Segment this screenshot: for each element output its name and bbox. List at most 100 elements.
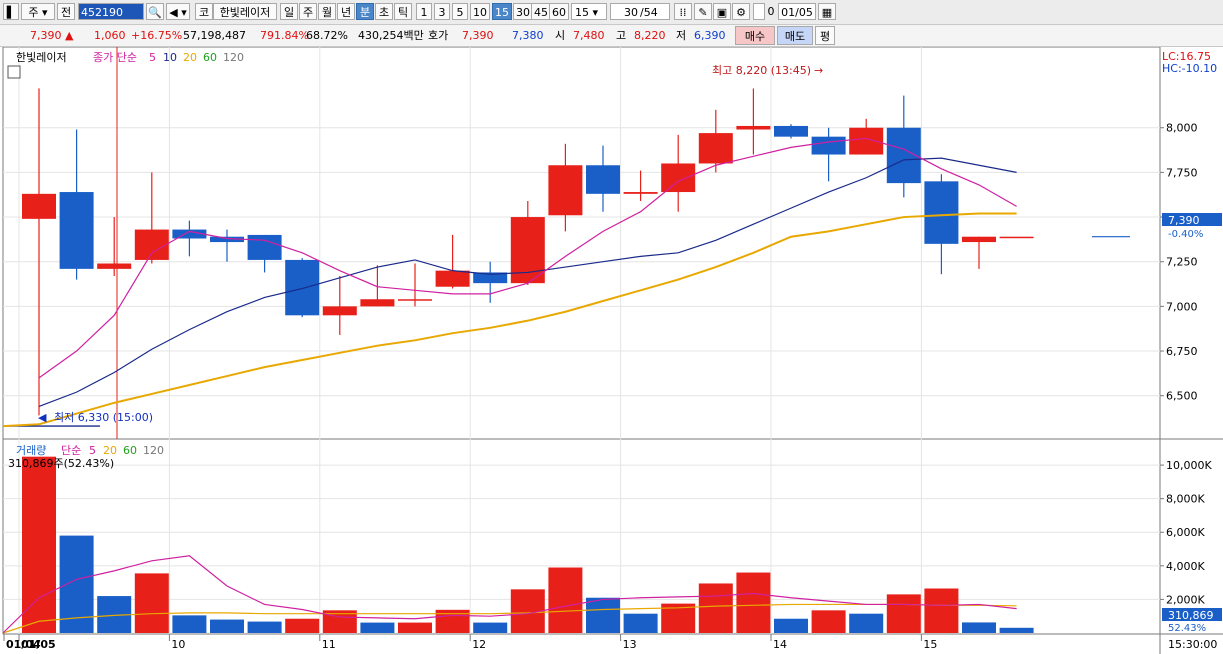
period-month[interactable]: 월 — [318, 3, 336, 20]
grid-toggle-icon[interactable]: ⁞⁞ — [674, 3, 692, 20]
interval-10[interactable]: 10 — [470, 3, 490, 20]
volume-bar — [285, 618, 320, 633]
high-label: 고 — [616, 29, 627, 42]
search-icon[interactable]: 🔍 — [146, 3, 164, 20]
toolbar: ▌ 주 ▾ 전 452190 🔍 ◀ ▾ 코 한빛레이저 일 주 월 년 분 초… — [0, 0, 1223, 25]
volume-bar — [698, 583, 733, 633]
price-chart[interactable]: 8,0007,7507,5007,2507,0006,7506,50010,00… — [0, 47, 1223, 654]
date-input[interactable]: 01/05 — [778, 3, 816, 20]
candle — [736, 125, 771, 130]
ma10-line — [38, 157, 1017, 407]
layout-icon[interactable]: ▌ — [3, 3, 19, 20]
volume-legend-ma-label: 단순 — [61, 444, 81, 457]
candle — [586, 165, 620, 194]
period-day[interactable]: 일 — [280, 3, 298, 20]
low-annotation: 최저 6,330 (15:00) — [54, 411, 153, 424]
volume-bar — [548, 567, 583, 633]
volume-current-axis-label: 310,869 — [1168, 609, 1214, 622]
low-price: 6,390 — [694, 29, 726, 42]
candle — [398, 299, 432, 301]
period-minute[interactable]: 분 — [356, 3, 374, 20]
interval-5[interactable]: 5 — [452, 3, 468, 20]
candle — [247, 234, 282, 260]
price-legend-ma60: 60 — [203, 51, 217, 64]
market-select-label: 주 — [28, 6, 39, 19]
candle — [22, 193, 56, 219]
speaker-icon[interactable]: ◀ ▾ — [166, 3, 190, 20]
volume-bar — [736, 572, 771, 633]
candle — [999, 236, 1034, 239]
count-total: /54 — [640, 3, 670, 20]
trade-amount: 430,254백만 — [358, 29, 424, 42]
price-legend-ma20: 20 — [183, 51, 197, 64]
date-checkbox[interactable] — [753, 3, 765, 20]
volume-bar — [473, 622, 508, 633]
table-icon[interactable] — [7, 65, 21, 79]
draw-tool-icon[interactable]: ✎ — [694, 3, 712, 20]
volume-series — [2, 456, 1034, 634]
time-label: 15:30:00 — [1168, 638, 1217, 651]
candle — [774, 125, 808, 137]
price-legend-ma10: 10 — [163, 51, 177, 64]
interval-45[interactable]: 45 — [531, 3, 551, 20]
price-tick-label: 6,750 — [1166, 345, 1198, 358]
volume: 57,198,487 — [183, 29, 246, 42]
candle — [698, 133, 733, 164]
candle — [924, 181, 959, 244]
open-label: 시 — [555, 29, 566, 42]
price-tick-label: 6,500 — [1166, 390, 1198, 403]
volume-bar — [849, 613, 884, 633]
interval-30[interactable]: 30 — [513, 3, 533, 20]
current-price-axis-label: 7,390 — [1168, 214, 1200, 227]
save-icon[interactable]: ▣ — [713, 3, 731, 20]
x-tick-label: 15 — [923, 638, 937, 651]
market-type-button[interactable]: 전 — [57, 3, 75, 20]
volume-bar — [22, 456, 56, 633]
volume-bar — [172, 615, 207, 633]
interval-60[interactable]: 60 — [549, 3, 569, 20]
volume-tick-label: 2,000K — [1166, 593, 1205, 606]
eval-button[interactable]: 평 — [815, 26, 835, 45]
volume-pct: 791.84% — [260, 29, 309, 42]
interval-select[interactable]: 15 ▾ — [571, 3, 607, 20]
candlestick-series — [2, 47, 1130, 439]
interval-1[interactable]: 1 — [416, 3, 432, 20]
gear-icon[interactable]: ⚙ — [732, 3, 750, 20]
period-week[interactable]: 주 — [299, 3, 317, 20]
plot-frame — [2, 47, 1161, 635]
stock-code-input[interactable]: 452190 — [78, 3, 144, 20]
interval-select-value: 15 — [575, 6, 589, 19]
period-second[interactable]: 초 — [375, 3, 393, 20]
candle — [322, 306, 357, 316]
volume-bar — [774, 618, 808, 633]
period-year[interactable]: 년 — [337, 3, 355, 20]
market-select[interactable]: 주 ▾ — [21, 3, 55, 20]
candle — [97, 263, 132, 269]
current-price-value: 7,390 — [30, 29, 62, 42]
candle — [59, 192, 94, 269]
period-tick[interactable]: 틱 — [394, 3, 412, 20]
candle — [435, 270, 470, 287]
candle — [210, 236, 244, 243]
high-annotation-arrow: → — [814, 64, 823, 77]
candle — [849, 127, 884, 155]
price-tick-label: 8,000 — [1166, 122, 1198, 135]
stock-name: 한빛레이저 — [213, 3, 277, 20]
high-annotation: 최고 8,220 (13:45) — [712, 64, 811, 77]
buy-button[interactable]: 매수 — [735, 26, 775, 45]
candle — [811, 136, 846, 155]
candle — [473, 272, 508, 284]
calendar-icon[interactable]: ▦ — [818, 3, 836, 20]
volume-tick-label: 6,000K — [1166, 526, 1205, 539]
candle — [661, 163, 696, 193]
volume-bar — [623, 613, 658, 633]
interval-3[interactable]: 3 — [434, 3, 450, 20]
volume-current-label: 310,869주(52.43%) — [8, 457, 114, 470]
ma20-line — [2, 212, 1017, 428]
candle — [134, 229, 169, 260]
sell-button[interactable]: 매도 — [777, 26, 813, 45]
count-input[interactable]: 30 — [610, 3, 640, 20]
volume-bar — [247, 621, 282, 633]
volume-legend-title: 거래량 — [16, 444, 46, 457]
interval-15[interactable]: 15 — [492, 3, 512, 20]
